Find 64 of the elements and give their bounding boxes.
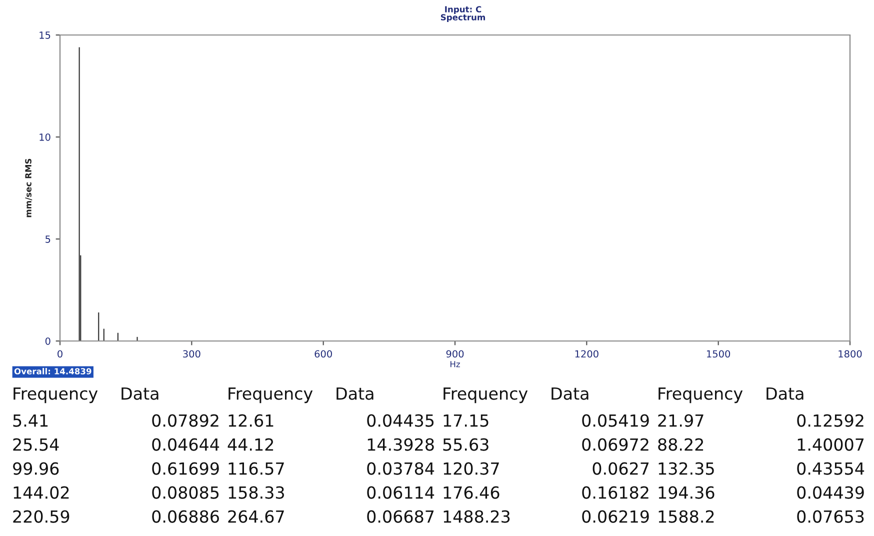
text: 0.16182 — [582, 486, 648, 499]
x-tick-label: 600 — [314, 350, 332, 358]
text: Data — [766, 387, 804, 400]
x-tick-label: 1800 — [838, 350, 862, 358]
text: 14.3928 — [368, 438, 434, 451]
text: 176.46 — [444, 486, 500, 499]
text: 5.41 — [13, 414, 48, 427]
text: 0.04644 — [152, 438, 220, 451]
text: 12.61 — [228, 414, 274, 427]
text: Data — [336, 387, 374, 400]
text: 0.06687 — [367, 510, 434, 523]
text: 1488.23 — [444, 510, 510, 523]
text: 0.07653 — [797, 510, 864, 523]
text: Data — [122, 387, 158, 400]
text: 120.37 — [444, 462, 499, 475]
text: 0.04439 — [797, 486, 864, 499]
text: Overall: 14.4839 — [14, 368, 92, 374]
text: 1588.2 — [658, 510, 714, 523]
x-tick-label: 300 — [183, 350, 200, 358]
text: Data — [552, 387, 588, 400]
text: 0.43554 — [797, 462, 864, 475]
text: 132.35 — [658, 462, 714, 475]
text: 55.63 — [443, 438, 488, 451]
text: Frequency — [444, 387, 528, 404]
y-tick-label: 0 — [45, 337, 50, 345]
x-axis-title: Hz — [450, 361, 460, 368]
text: 0.06972 — [582, 438, 648, 451]
text: 0.0627 — [592, 462, 649, 475]
text: 0.06114 — [367, 486, 434, 499]
text: 0.06886 — [152, 510, 219, 523]
text: 116.57 — [228, 462, 284, 475]
text: 158.33 — [228, 486, 284, 499]
text: 0.12592 — [797, 414, 864, 427]
text: 21.97 — [658, 414, 704, 427]
text: 264.67 — [228, 510, 284, 523]
chart-title: Input: C — [445, 6, 482, 14]
text: 0.03784 — [367, 462, 434, 475]
text: 0.61699 — [152, 462, 219, 475]
text: 0.06219 — [582, 510, 649, 523]
text: 0.05419 — [582, 414, 649, 427]
y-tick-label: 10 — [40, 133, 50, 141]
chart-subtitle: Spectrum — [440, 14, 485, 22]
x-tick-label: 1200 — [575, 350, 598, 358]
text: 99.96 — [13, 462, 59, 475]
text: 88.22 — [658, 438, 704, 451]
text: 0.08085 — [152, 486, 219, 499]
text: 144.02 — [14, 486, 69, 499]
text: 0.04435 — [367, 414, 434, 427]
x-tick-label: 0 — [58, 350, 62, 358]
text: Frequency — [14, 387, 98, 404]
text: 44.12 — [228, 438, 274, 451]
text: 1.40007 — [798, 438, 864, 451]
x-tick-label: 1500 — [707, 350, 730, 358]
text: Frequency — [228, 387, 313, 404]
text: 220.59 — [13, 510, 70, 523]
text: 0.07892 — [152, 414, 218, 427]
text: Frequency — [658, 387, 743, 404]
text: 17.15 — [444, 414, 488, 427]
x-tick-label: 900 — [446, 350, 464, 358]
y-tick-label: 5 — [46, 236, 50, 243]
y-tick-label: 15 — [40, 32, 50, 39]
y-axis-title: mm/sec RMS — [25, 158, 32, 218]
text: 194.36 — [658, 486, 714, 499]
text: 25.54 — [13, 438, 59, 451]
